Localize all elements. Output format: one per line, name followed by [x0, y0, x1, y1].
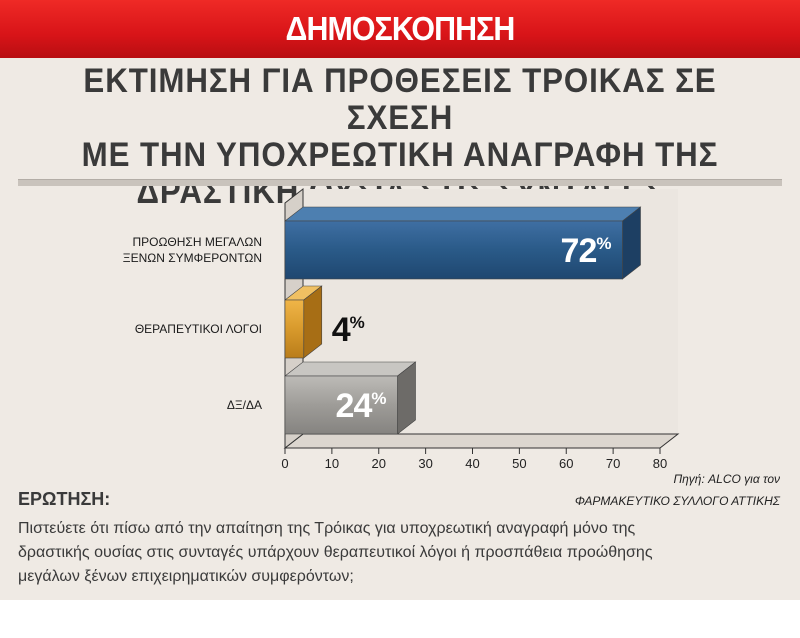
title-line: ΕΚΤΙΜΗΣΗ ΓΙΑ ΠΡΟΘΕΣΕΙΣ ΤΡΟΙΚΑΣ ΣΕ ΣΧΕΣΗ [83, 62, 717, 137]
infographic-card: ΔΗΜΟΣΚΟΠΗΣΗ ΕΚΤΙΜΗΣΗ ΓΙΑ ΠΡΟΘΕΣΕΙΣ ΤΡΟΙΚ… [0, 0, 800, 600]
bar-value-label: 72% [561, 232, 612, 270]
category-label-line: ΘΕΡΑΠΕΥΤΙΚΟΙ ΛΟΓΟΙ [134, 322, 262, 336]
bar-value-unit: % [350, 313, 365, 332]
question-text: Πιστεύετε ότι πίσω από την απαίτηση της … [18, 517, 778, 589]
x-tick-label: 40 [465, 456, 479, 471]
question-label: ΕΡΩΤΗΣΗ: [18, 489, 111, 509]
source-line: ΦΑΡΜΑΚΕΥΤΙΚΟ ΣΥΛΛΟΓΟ ΑΤΤΙΚΗΣ [574, 494, 780, 508]
bar-value-unit: % [596, 234, 611, 253]
bar-value-label: 4% [332, 311, 365, 349]
x-tick-label: 50 [512, 456, 526, 471]
bars: 72%4%24% [284, 206, 642, 435]
bar-value-label: 24% [336, 387, 387, 425]
title-line: ΜΕ ΤΗΝ ΥΠΟΧΡΕΩΤΙΚΗ ΑΝΑΓΡΑΦΗ ΤΗΣ [81, 136, 719, 174]
x-axis: 0 10 20 30 40 50 60 70 80 [281, 448, 667, 471]
bar: 72% [284, 206, 642, 280]
category-label: ΔΞ/ΔΑ [60, 397, 262, 413]
banner-title: ΔΗΜΟΣΚΟΠΗΣΗ [285, 10, 516, 47]
x-tick-label: 70 [606, 456, 620, 471]
question-line: Πιστεύετε ότι πίσω από την απαίτηση της … [18, 520, 636, 537]
plot-floor [283, 433, 680, 449]
question-line: μεγάλων ξένων επιχειρηματικών συμφερόντω… [18, 568, 354, 585]
bar: 4% [284, 285, 366, 359]
x-tick-label: 0 [281, 456, 288, 471]
bar-value: 4 [332, 311, 351, 349]
bar-value: 72 [561, 232, 597, 270]
bar-front [284, 375, 398, 435]
category-label: ΘΕΡΑΠΕΥΤΙΚΟΙ ΛΟΓΟΙ [60, 321, 262, 337]
header-banner: ΔΗΜΟΣΚΟΠΗΣΗ [0, 0, 800, 58]
title-divider [18, 179, 782, 186]
bar-top [284, 206, 642, 222]
category-label-line: ΠΡΟΩΘΗΣΗ ΜΕΓΑΛΩΝ [132, 235, 262, 249]
category-label: ΠΡΟΩΘΗΣΗ ΜΕΓΑΛΩΝ ΞΕΝΩΝ ΣΥΜΦΕΡΟΝΤΩΝ [60, 234, 262, 266]
bar-value: 24 [336, 387, 373, 425]
x-tick-label: 10 [325, 456, 339, 471]
x-tick-label: 60 [559, 456, 573, 471]
bar-front [284, 220, 623, 280]
x-tick-label: 20 [372, 456, 386, 471]
category-label-line: ΞΕΝΩΝ ΣΥΜΦΕΡΟΝΤΩΝ [122, 251, 262, 265]
bar-front [284, 299, 305, 359]
source-line: Πηγή: ALCO για τον [673, 472, 780, 486]
source-note: Πηγή: ALCO για τον ΦΑΡΜΑΚΕΥΤΙΚΟ ΣΥΛΛΟΓΟ … [560, 468, 780, 512]
x-tick-label: 30 [418, 456, 432, 471]
bar-top [284, 361, 417, 377]
question-line: δραστικής ουσίας στις συνταγές υπάρχουν … [18, 544, 653, 561]
bar-value-unit: % [371, 389, 386, 408]
category-label-line: ΔΞ/ΔΑ [226, 398, 262, 412]
x-tick-label: 80 [653, 456, 667, 471]
bar: 24% [284, 361, 417, 435]
bar-chart: 0 10 20 30 40 50 60 70 80 72%4%24% [281, 187, 680, 471]
